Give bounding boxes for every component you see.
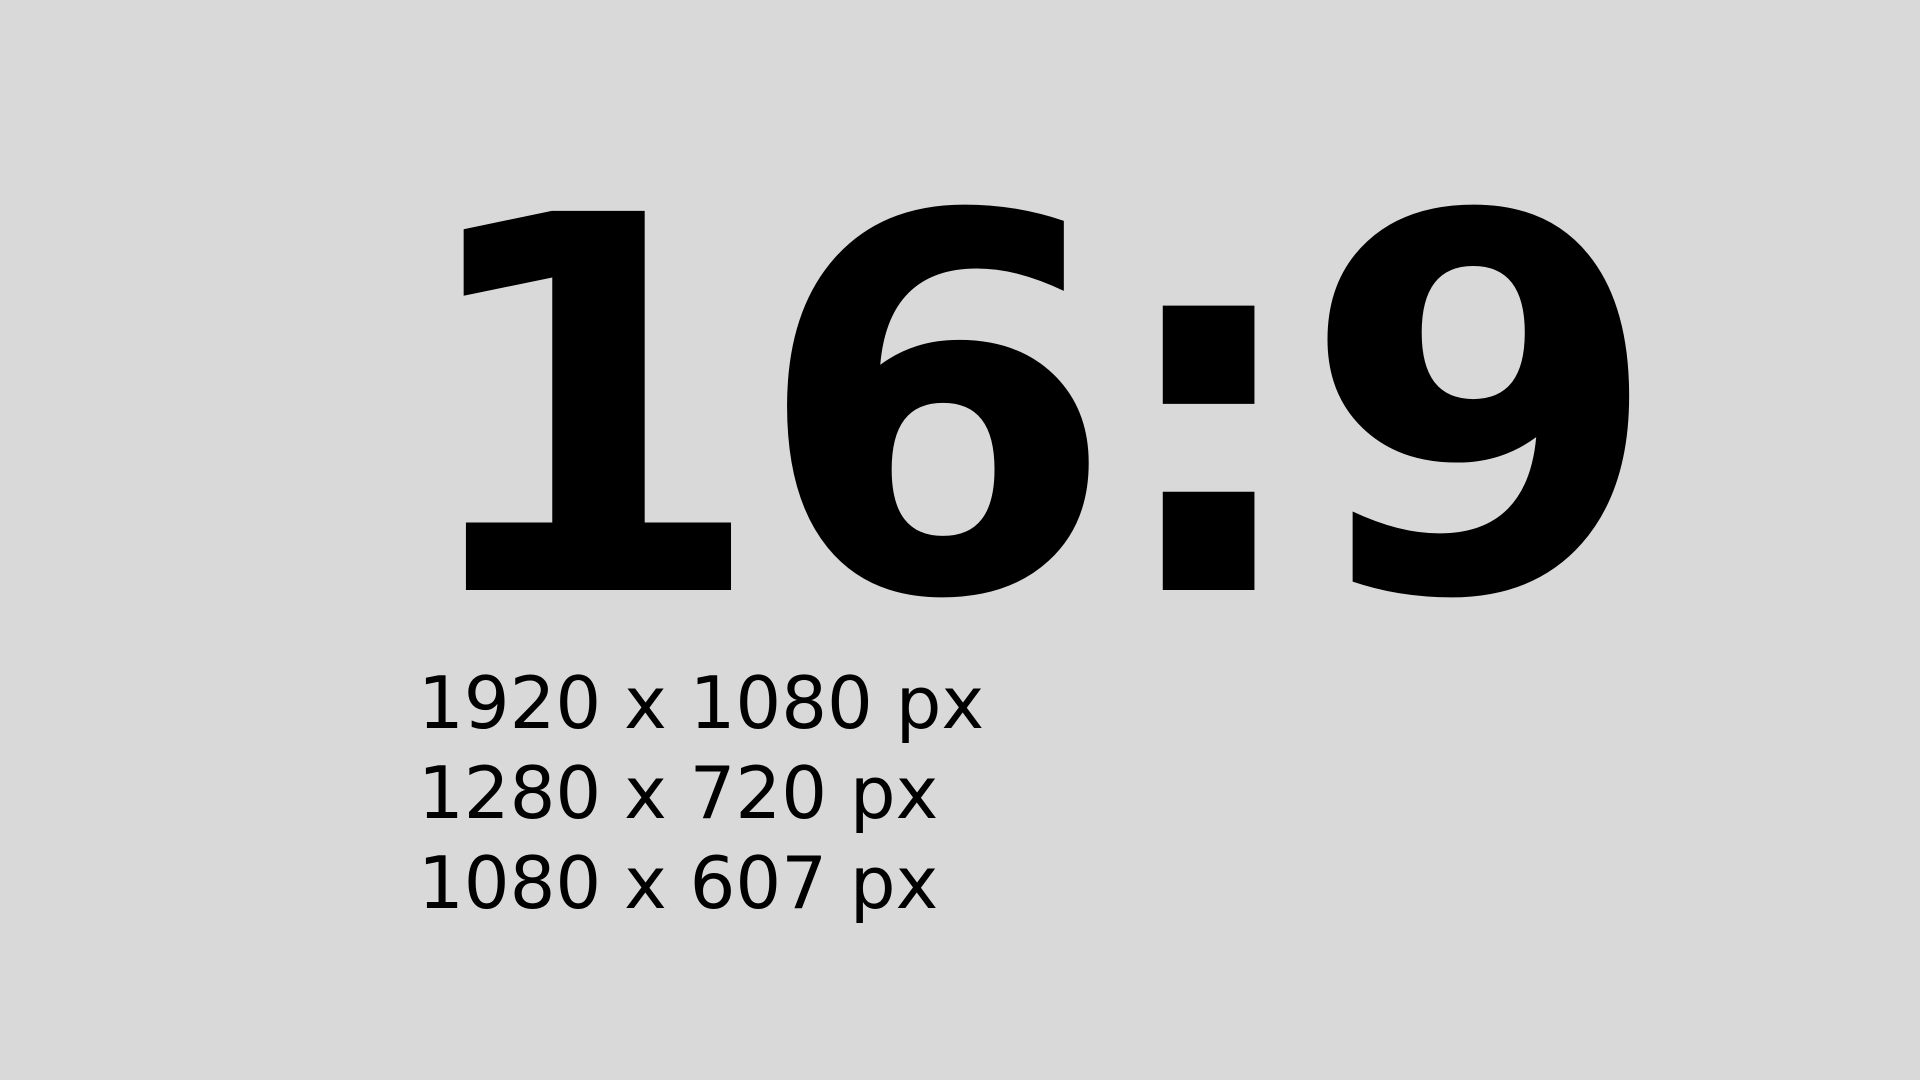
aspect-ratio-heading: 16:9 <box>405 107 1662 713</box>
resolution-item: 1080 x 607 px <box>418 841 939 925</box>
resolution-list: 1920 x 1080 px 1280 x 720 px 1080 x 607 … <box>418 658 984 928</box>
resolution-item: 1280 x 720 px <box>418 751 939 835</box>
resolution-item: 1920 x 1080 px <box>418 661 985 745</box>
